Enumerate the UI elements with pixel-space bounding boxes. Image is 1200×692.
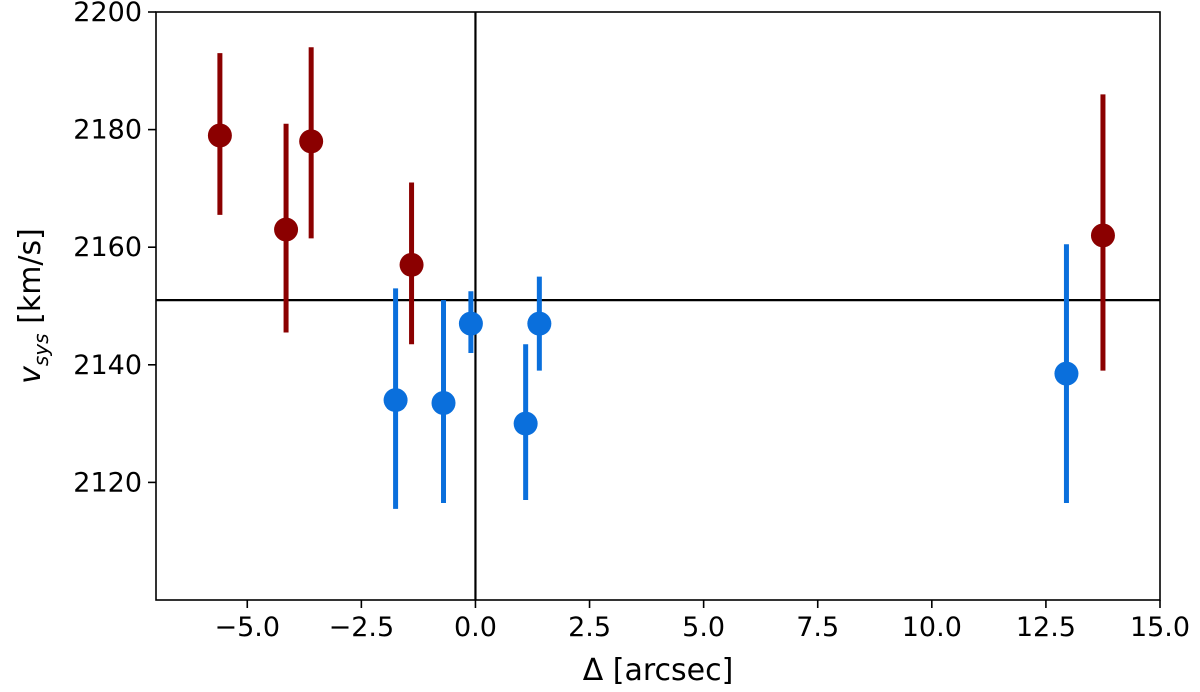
data-point-s1-p4 — [527, 311, 552, 336]
y-tick-label: 2140 — [73, 350, 142, 381]
y-axis-label-unit: [km/s] — [13, 228, 48, 333]
x-tick-label: 2.5 — [568, 612, 611, 643]
data-point-s1-p0 — [383, 388, 408, 413]
data-point-s1-p2 — [458, 311, 483, 336]
data-point-s0-p4 — [1090, 223, 1115, 248]
data-point-s0-p1 — [274, 217, 299, 242]
data-point-s0-p2 — [299, 129, 324, 154]
y-tick-label: 2160 — [73, 232, 142, 263]
x-tick-label: −2.5 — [329, 612, 395, 643]
x-tick-label: 7.5 — [796, 612, 839, 643]
data-point-s0-p0 — [207, 123, 232, 148]
y-axis-label-sub: sys — [29, 333, 53, 366]
x-tick-label: 5.0 — [682, 612, 725, 643]
x-tick-label: 12.5 — [1016, 612, 1076, 643]
axis-ticks: −5.0 −2.5 0.0 2.5 5.0 7.5 10.0 12.5 15.0 2120 2140… — [73, 0, 1190, 643]
x-tick-label: −5.0 — [214, 612, 280, 643]
y-axis-label-var: v — [13, 365, 48, 384]
x-tick-label: 15.0 — [1130, 612, 1190, 643]
plot-marks — [156, 12, 1160, 600]
x-tick-label: 10.0 — [902, 612, 962, 643]
data-point-s1-p3 — [513, 411, 538, 436]
y-tick-label: 2180 — [73, 115, 142, 146]
data-point-s1-p1 — [431, 391, 456, 416]
y-tick-label: 2120 — [73, 467, 142, 498]
x-tick-label: 0.0 — [454, 612, 497, 643]
y-axis-label: vsys [km/s] — [13, 228, 53, 384]
y-tick-label: 2200 — [73, 0, 142, 28]
data-point-s0-p3 — [399, 252, 424, 277]
x-axis-label: Δ [arcsec] — [583, 653, 734, 688]
plot-frame — [155, 11, 1161, 601]
data-point-s1-p5 — [1054, 361, 1079, 386]
